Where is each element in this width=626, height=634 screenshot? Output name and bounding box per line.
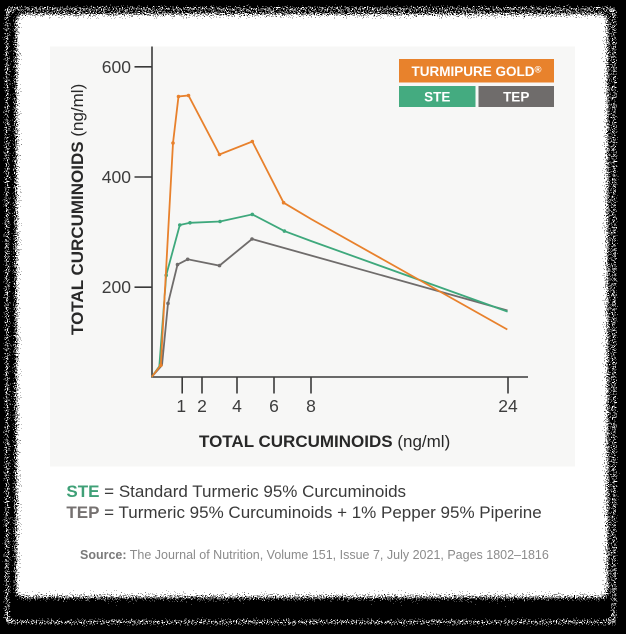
svg-text:STE = Standard Turmeric 95% Cu: STE = Standard Turmeric 95% Curcuminoids <box>66 482 406 501</box>
svg-text:8: 8 <box>306 396 316 416</box>
svg-text:TEP = Turmeric 95% Curcuminoid: TEP = Turmeric 95% Curcuminoids + 1% Pep… <box>66 503 541 522</box>
svg-text:TOTAL CURCUMINOIDS (ng/ml): TOTAL CURCUMINOIDS (ng/ml) <box>68 84 87 335</box>
svg-text:Source: The Journal of Nutriti: Source: The Journal of Nutrition, Volume… <box>80 548 549 562</box>
svg-text:1: 1 <box>176 396 186 416</box>
svg-text:600: 600 <box>102 57 131 77</box>
svg-text:TURMIPURE GOLD®: TURMIPURE GOLD® <box>412 64 542 79</box>
svg-text:2: 2 <box>197 396 207 416</box>
svg-text:STE: STE <box>424 90 450 105</box>
svg-text:200: 200 <box>102 277 131 297</box>
svg-text:6: 6 <box>269 396 279 416</box>
svg-text:24: 24 <box>498 396 518 416</box>
svg-text:TOTAL CURCUMINOIDS (ng/ml): TOTAL CURCUMINOIDS (ng/ml) <box>199 432 450 451</box>
svg-text:4: 4 <box>232 396 242 416</box>
svg-text:400: 400 <box>102 167 131 187</box>
svg-text:TEP: TEP <box>503 90 529 105</box>
